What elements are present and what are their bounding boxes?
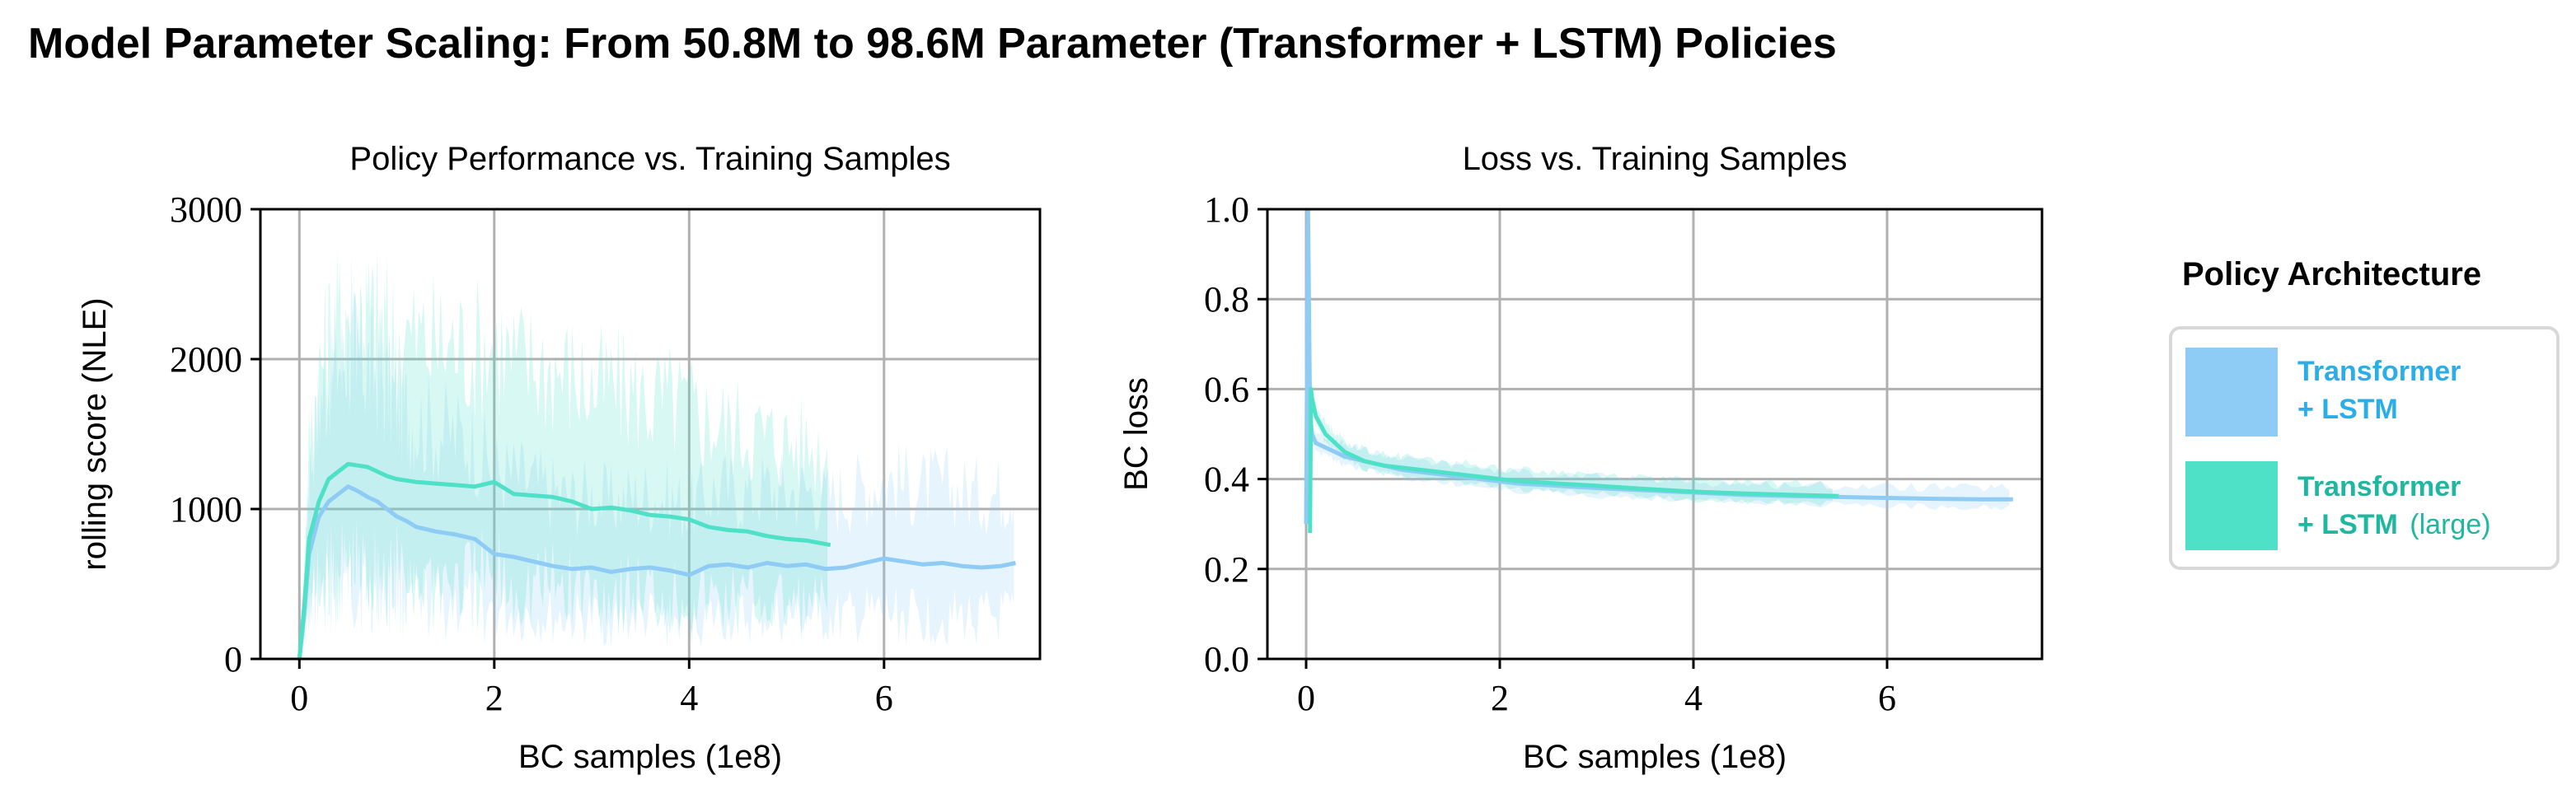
legend-label-transformer-lstm-line1: Transformer: [2297, 356, 2461, 387]
axis-title: Policy Performance vs. Training Samples: [349, 141, 950, 177]
x-tick-label: 4: [1684, 678, 1703, 718]
series-line-transformer-lstm-large: [1308, 386, 1839, 534]
chart-loss: Loss vs. Training Samples 0 2 4 6 0.0 0.2 0.4 0.…: [1118, 141, 2044, 775]
figure-title: Model Parameter Scaling: From 50.8M to 9…: [28, 20, 1837, 68]
axes-frame: [1266, 208, 2044, 661]
series-line-transformer-lstm-large: [297, 461, 831, 659]
y-tick-label: 0: [224, 639, 242, 680]
chart-policy-performance: Policy Performance vs. Training Samples 0…: [77, 141, 1042, 775]
legend-label-lstm: + LSTM: [2297, 509, 2398, 540]
axes-frame: [259, 208, 1042, 661]
y-axis-label: BC loss: [1118, 377, 1155, 491]
y-tick-label: 0.6: [1204, 369, 1249, 409]
x-tick-label: 4: [680, 678, 698, 718]
x-axis-label: BC samples (1e8): [1523, 739, 1787, 775]
y-axis-label: rolling score (NLE): [77, 297, 113, 570]
x-tick-label: 2: [1491, 678, 1509, 718]
x-tick-label: 0: [290, 678, 308, 718]
x-axis-label: BC samples (1e8): [518, 739, 782, 775]
legend-label-transformer-lstm-line2: + LSTM: [2297, 394, 2398, 425]
legend-label-transformer-lstm-large-line2: + LSTM (large): [2297, 509, 2491, 540]
y-tick-label: 0.4: [1204, 460, 1249, 500]
x-tick-label: 6: [875, 678, 893, 718]
legend-swatch-transformer-lstm-large: [2185, 461, 2278, 550]
series-line-transformer-lstm: [1304, 209, 2013, 525]
y-tick-label: 1000: [170, 489, 242, 530]
x-tick-label: 2: [485, 678, 503, 718]
x-tick-label: 6: [1878, 678, 1896, 718]
series-band: [1306, 209, 2010, 530]
plot-area: [297, 250, 1016, 659]
series-band: [1309, 378, 1833, 540]
y-tick-label: 0.8: [1204, 279, 1249, 320]
legend: Policy Architecture Transformer + LSTM T…: [2169, 256, 2560, 570]
series-line-transformer-lstm: [297, 484, 1016, 659]
x-tick-label: 0: [1297, 678, 1315, 718]
legend-swatch-transformer-lstm: [2185, 348, 2278, 437]
y-tick-label: 0.0: [1204, 639, 1249, 680]
y-tick-label: 0.2: [1204, 549, 1249, 590]
y-tick-label: 1.0: [1204, 189, 1249, 230]
plot-area: [1304, 209, 2013, 540]
legend-title: Policy Architecture: [2182, 256, 2481, 292]
y-tick-label: 2000: [170, 339, 242, 380]
axis-title: Loss vs. Training Samples: [1463, 141, 1848, 177]
legend-label-transformer-lstm-large-line1: Transformer: [2297, 471, 2461, 502]
legend-label-large: (large): [2410, 509, 2490, 540]
series-band: [299, 250, 828, 659]
y-tick-label: 3000: [170, 189, 242, 230]
